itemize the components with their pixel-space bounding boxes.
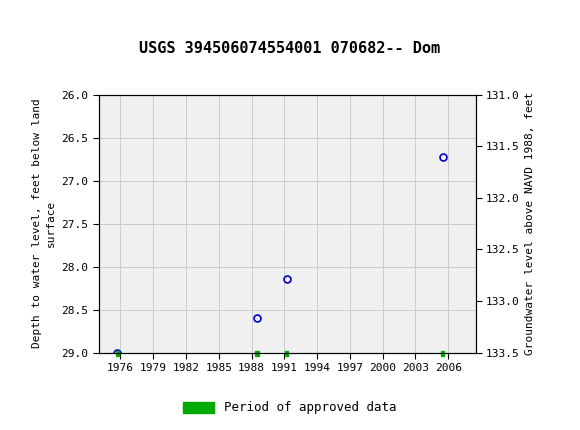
Legend: Period of approved data: Period of approved data: [178, 396, 402, 419]
Y-axis label: Groundwater level above NAVD 1988, feet: Groundwater level above NAVD 1988, feet: [525, 92, 535, 355]
Bar: [115, 351, 119, 356]
Bar: [285, 351, 288, 356]
Text: USGS 394506074554001 070682-- Dom: USGS 394506074554001 070682-- Dom: [139, 41, 441, 56]
Bar: [441, 351, 444, 356]
Text: ▮USGS: ▮USGS: [9, 10, 69, 28]
Bar: [255, 351, 259, 356]
Y-axis label: Depth to water level, feet below land
surface: Depth to water level, feet below land su…: [32, 99, 56, 348]
